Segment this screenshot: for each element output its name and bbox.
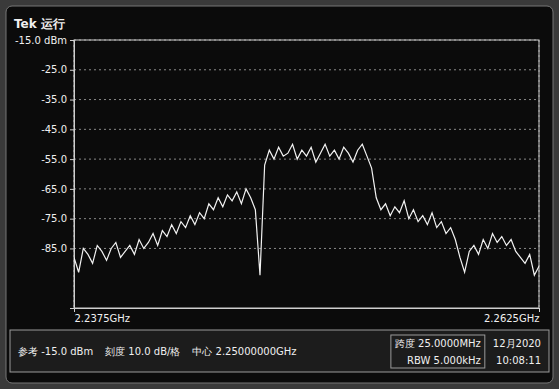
y-tick-mark — [70, 219, 74, 220]
y-tick-mark — [70, 248, 74, 249]
status-text: 中心 2.25000000GHz — [192, 346, 296, 357]
x-tick-mark — [539, 308, 540, 312]
status-text: 刻度 10.0 dB/格 — [105, 346, 180, 357]
y-tick: -55.0 — [41, 154, 74, 165]
y-tick-label: -15.0 dBm — [15, 35, 67, 46]
x-tick-label: 2.2625GHz — [484, 313, 540, 324]
y-tick-mark — [70, 70, 74, 71]
y-tick: -75.0 — [41, 213, 74, 224]
y-grid-line — [74, 188, 539, 189]
y-tick-label: -85.0 — [41, 243, 67, 254]
y-tick: -25.0 — [41, 64, 74, 75]
y-tick: -45.0 — [41, 124, 74, 135]
x-axis-line — [75, 309, 540, 313]
x-tick-label: 2.2375GHz — [75, 313, 131, 324]
trace-group — [74, 144, 539, 275]
y-grid-line — [74, 129, 539, 130]
y-grid-line — [74, 99, 539, 100]
status-text: 12月2020 — [493, 338, 541, 349]
y-tick-label: -45.0 — [41, 124, 67, 135]
y-tick-label: -35.0 — [41, 94, 67, 105]
y-tick-mark — [70, 129, 74, 130]
x-axis: 2.2375GHz 2.2625GHz — [75, 308, 540, 324]
y-tick-label: -75.0 — [41, 213, 67, 224]
grid — [74, 40, 539, 308]
canvas: Tek 运行 -15.0 dBm -25.0 -35.0 -45.0 -55.0 -65.0… — [0, 0, 559, 389]
x-tick: 2.2375GHz — [75, 308, 131, 324]
status-text: 参考 -15.0 dBm — [18, 346, 93, 357]
spectrum-trace — [74, 144, 539, 275]
y-tick: -85.0 — [41, 243, 74, 254]
y-axis-line — [70, 41, 75, 309]
y-grid-line — [74, 159, 539, 160]
status-text: 跨度 25.0000MHz — [395, 338, 481, 349]
span-box — [391, 335, 485, 368]
y-tick-label: -55.0 — [41, 154, 67, 165]
status-text: RBW 5.000kHz — [407, 355, 481, 366]
x-tick: 2.2625GHz — [484, 308, 540, 324]
title: Tek 运行 — [14, 17, 65, 31]
y-tick-mark — [70, 100, 74, 101]
plot-frame — [74, 40, 539, 308]
screen — [6, 6, 553, 383]
y-tick-label: -25.0 — [41, 64, 67, 75]
y-tick: -35.0 — [41, 94, 74, 105]
y-tick-mark — [70, 159, 74, 160]
status-text: 10:08:11 — [496, 355, 541, 366]
x-tick-mark — [74, 308, 75, 312]
y-tick: -65.0 — [41, 184, 74, 195]
status-bar — [10, 330, 549, 372]
y-tick-mark — [70, 40, 74, 41]
y-tick-mark — [70, 189, 74, 190]
y-axis: -15.0 dBm -25.0 -35.0 -45.0 -55.0 -65.0 -75.0 -… — [15, 35, 75, 309]
y-grid-line — [74, 218, 539, 219]
y-tick: -15.0 dBm — [15, 35, 74, 46]
y-grid-line — [74, 69, 539, 70]
y-tick-label: -65.0 — [41, 184, 67, 195]
